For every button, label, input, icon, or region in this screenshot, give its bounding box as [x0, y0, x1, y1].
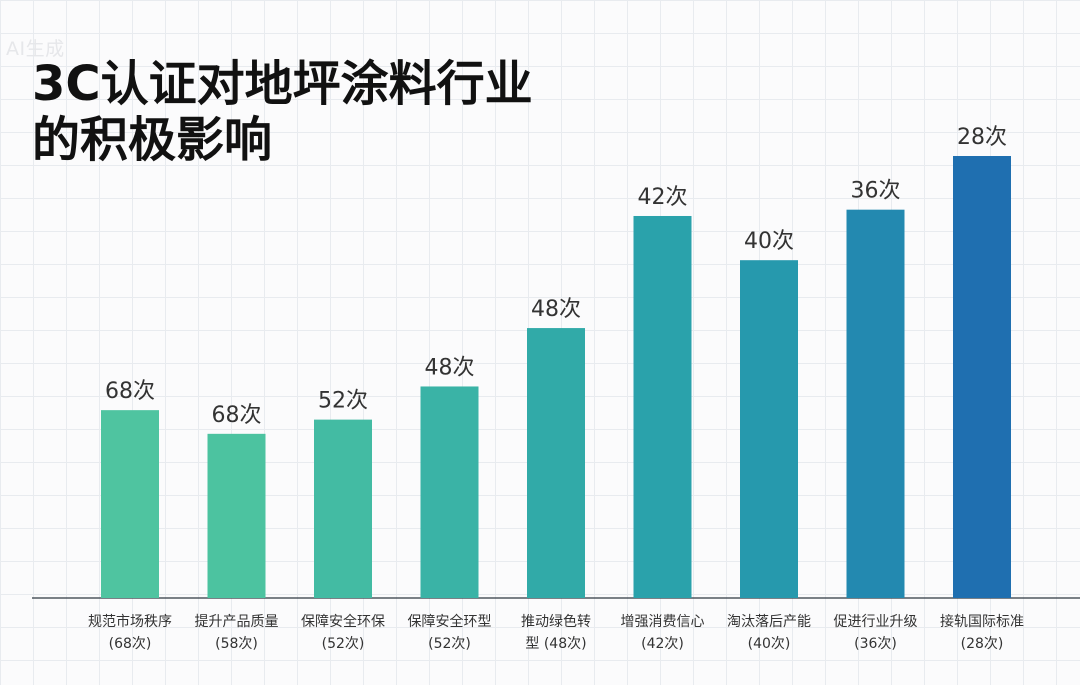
data-label: 48次 [531, 297, 581, 322]
category-label: 增强消费信心 [621, 614, 705, 630]
category-label: 促进行业升级 [834, 614, 918, 630]
category-label: (40次) [748, 636, 791, 652]
bar [527, 328, 585, 598]
data-label: 52次 [318, 389, 368, 414]
bar [633, 215, 692, 598]
category-label: 提升产品质量 [195, 614, 279, 630]
bar [846, 209, 905, 598]
category-label: 型 (48次) [525, 636, 586, 652]
data-label: 28次 [957, 125, 1007, 150]
bar [953, 156, 1011, 598]
bar [101, 410, 159, 598]
category-label: 接轨国际标准 [940, 613, 1024, 630]
bar [420, 386, 479, 598]
category-label: 推动绿色转 [521, 613, 591, 630]
ai-generated-watermark: AI生成 [6, 38, 65, 60]
data-label: 68次 [105, 379, 155, 404]
category-label: 淘汰落后产能 [727, 614, 811, 630]
chart-title: 3C认证对地坪涂料行业的积极影响 [32, 56, 533, 168]
data-label: 40次 [744, 229, 794, 254]
category-label: (58次) [215, 636, 258, 652]
category-label: (68次) [109, 636, 152, 652]
data-label: 68次 [212, 403, 262, 428]
bar [740, 260, 798, 598]
data-label: 36次 [851, 179, 901, 204]
category-label: (52次) [322, 636, 365, 652]
category-label: 规范市场秩序 [88, 613, 172, 630]
category-label: (28次) [961, 636, 1004, 652]
category-label: 保障安全环型 [408, 613, 492, 630]
category-label: (42次) [641, 636, 684, 652]
bar [314, 419, 372, 598]
category-label: (52次) [428, 636, 471, 652]
category-label: (36次) [854, 636, 897, 652]
data-label: 48次 [425, 355, 475, 380]
category-label: 保障安全环保 [301, 613, 385, 630]
bar [207, 433, 266, 598]
data-label: 42次 [638, 185, 688, 210]
